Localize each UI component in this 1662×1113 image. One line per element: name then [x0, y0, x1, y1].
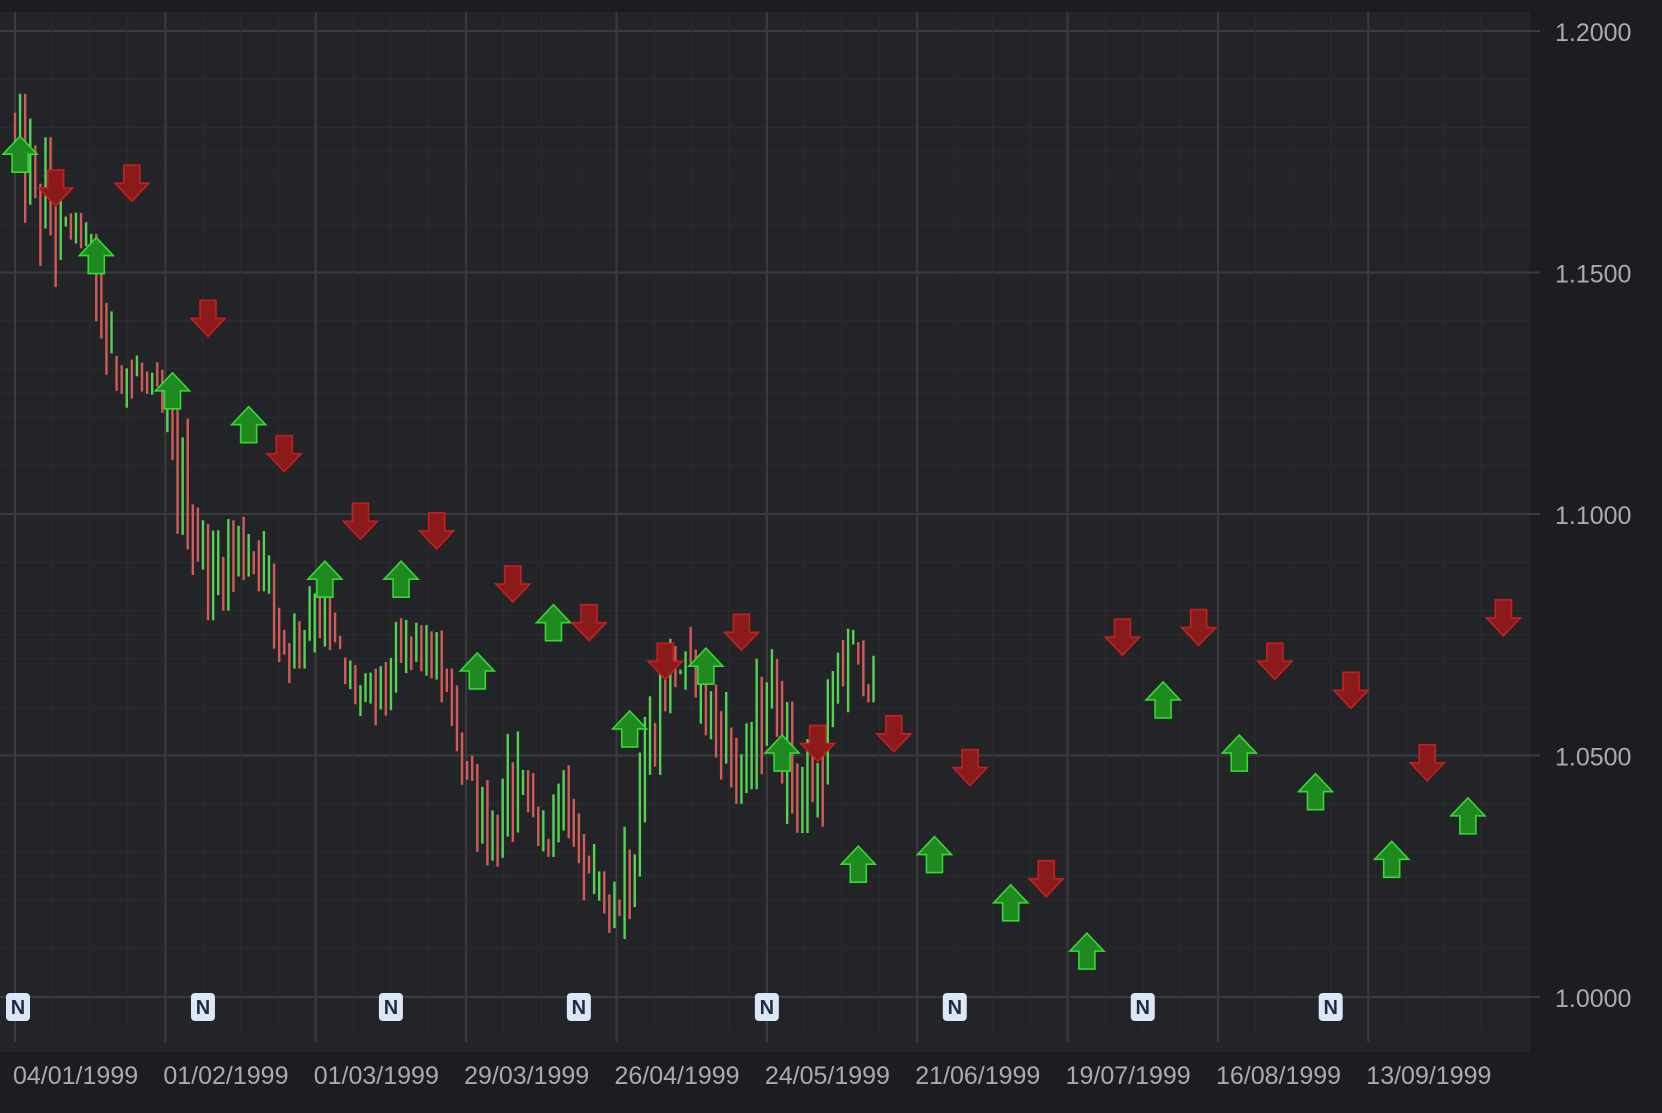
news-label: N: [572, 997, 586, 1019]
news-badge: [378, 993, 403, 1021]
sell-arrow-icon[interactable]: [341, 502, 380, 541]
buy-arrow-icon[interactable]: [763, 733, 801, 772]
news-label: N: [948, 997, 962, 1019]
buy-arrow-icon[interactable]: [610, 709, 649, 748]
news-label: N: [760, 997, 774, 1019]
buy-arrow-icon[interactable]: [534, 603, 573, 642]
signal-markers: [1, 134, 1523, 970]
y-axis: 1.2000 1.1500 1.1000 1.0500 1.0000: [1530, 19, 1631, 1013]
news-badge: [6, 993, 30, 1021]
buy-arrow-icon[interactable]: [687, 646, 725, 685]
sell-arrow-icon[interactable]: [722, 613, 761, 652]
news-label: N: [384, 997, 398, 1019]
news-marker[interactable]: N: [754, 993, 779, 1021]
news-label: N: [1136, 997, 1150, 1019]
x-tick-label: 29/03/1999: [464, 1062, 589, 1090]
buy-arrow-icon[interactable]: [1220, 733, 1259, 772]
sell-arrow-icon[interactable]: [493, 565, 532, 604]
sell-arrow-icon[interactable]: [112, 164, 151, 203]
news-label: N: [1323, 997, 1337, 1019]
x-tick-label: 13/09/1999: [1366, 1062, 1491, 1090]
news-marker[interactable]: N: [190, 993, 215, 1021]
sell-arrow-icon[interactable]: [1103, 618, 1142, 657]
sell-arrow-icon[interactable]: [36, 169, 75, 208]
sell-arrow-icon[interactable]: [570, 603, 608, 642]
sell-arrow-icon[interactable]: [1255, 642, 1294, 681]
buy-arrow-icon[interactable]: [915, 835, 954, 874]
buy-arrow-icon[interactable]: [306, 560, 344, 599]
sell-arrow-icon[interactable]: [1408, 743, 1447, 782]
buy-arrow-icon[interactable]: [382, 560, 420, 599]
news-marker[interactable]: N: [6, 993, 30, 1021]
buy-arrow-icon[interactable]: [1144, 680, 1182, 719]
news-marker[interactable]: N: [942, 993, 967, 1021]
news-badge: [1318, 993, 1343, 1021]
y-tick-label: 1.0000: [1555, 985, 1631, 1013]
y-tick-label: 1.1000: [1555, 502, 1631, 530]
x-tick-label: 16/08/1999: [1216, 1062, 1341, 1090]
sell-arrow-icon[interactable]: [189, 299, 227, 338]
x-axis: 04/01/1999 01/02/1999 01/03/1999 29/03/1999…: [13, 1030, 1491, 1090]
sell-arrow-icon[interactable]: [874, 714, 913, 753]
plot-area: [0, 12, 1530, 1052]
news-badge: [566, 993, 591, 1021]
news-badge: [1130, 993, 1155, 1021]
sell-arrow-icon[interactable]: [646, 642, 685, 681]
news-marker[interactable]: N: [378, 993, 403, 1021]
sell-arrow-icon[interactable]: [265, 434, 304, 473]
news-label: N: [196, 997, 210, 1019]
x-tick-label: 24/05/1999: [765, 1062, 890, 1090]
y-tick-label: 1.0500: [1555, 744, 1631, 772]
y-tick-label: 1.1500: [1555, 261, 1631, 289]
buy-arrow-icon[interactable]: [153, 371, 192, 410]
sell-arrow-icon[interactable]: [1484, 599, 1523, 638]
buy-arrow-icon[interactable]: [1449, 796, 1487, 835]
news-label: N: [11, 997, 25, 1019]
news-marker[interactable]: N: [1130, 993, 1155, 1021]
sell-arrow-icon[interactable]: [1027, 859, 1066, 898]
x-tick-label: 04/01/1999: [13, 1062, 138, 1090]
sell-arrow-icon[interactable]: [417, 512, 456, 551]
sell-arrow-icon[interactable]: [798, 724, 837, 763]
buy-arrow-icon[interactable]: [1068, 931, 1106, 970]
buy-arrow-icon[interactable]: [839, 845, 878, 883]
news-marker[interactable]: N: [1318, 993, 1343, 1021]
sell-arrow-icon[interactable]: [1332, 671, 1370, 710]
x-tick-label: 01/02/1999: [163, 1062, 288, 1090]
y-tick-label: 1.2000: [1555, 19, 1631, 47]
buy-arrow-icon[interactable]: [229, 405, 268, 444]
news-badge: [942, 993, 967, 1021]
buy-arrow-icon[interactable]: [991, 883, 1030, 922]
buy-arrow-icon[interactable]: [77, 236, 116, 275]
buy-arrow-icon[interactable]: [1372, 840, 1411, 879]
news-badge: [190, 993, 215, 1021]
sell-arrow-icon[interactable]: [1179, 608, 1218, 647]
x-tick-label: 26/04/1999: [614, 1062, 739, 1090]
x-tick-label: 01/03/1999: [314, 1062, 439, 1090]
buy-arrow-icon[interactable]: [1296, 772, 1335, 811]
buy-arrow-icon[interactable]: [458, 651, 497, 690]
grid: [0, 12, 1530, 1030]
x-tick-label: 21/06/1999: [915, 1062, 1040, 1090]
buy-arrow-icon[interactable]: [1, 134, 39, 173]
news-badge: [754, 993, 779, 1021]
news-marker[interactable]: N: [566, 993, 591, 1021]
sell-arrow-icon[interactable]: [951, 748, 989, 787]
x-tick-label: 19/07/1999: [1066, 1062, 1191, 1090]
